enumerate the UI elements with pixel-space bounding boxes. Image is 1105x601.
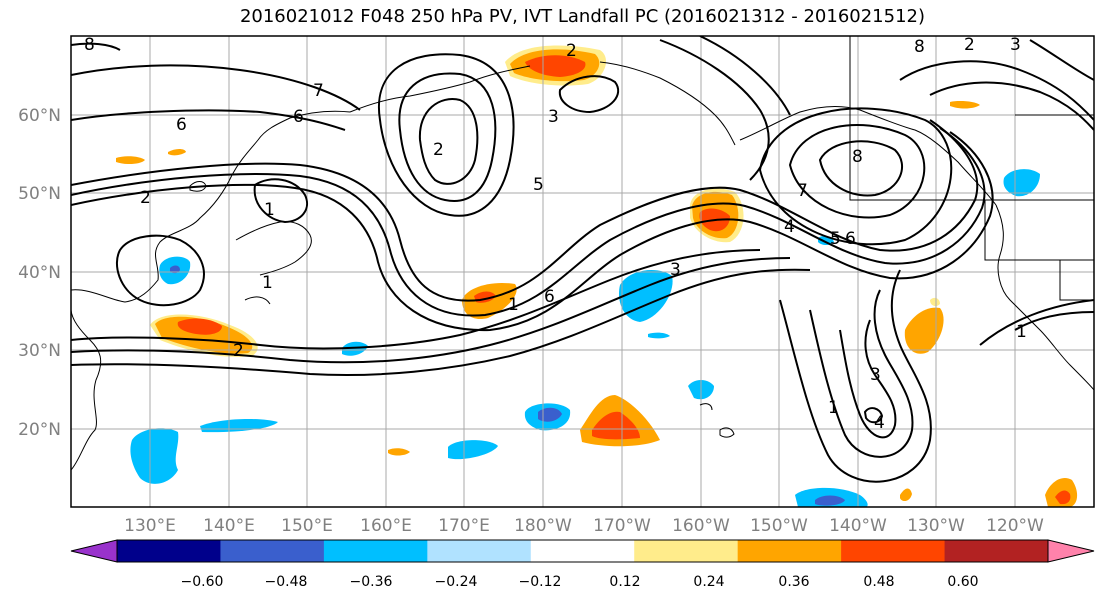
positive-anomaly-small-6 [930,297,940,307]
colorbar-tick-label: −0.12 [519,574,562,590]
colorbar-tick-label: 0.12 [609,574,640,590]
colorbar-swatch [841,540,946,562]
contour-label: 6 [293,107,304,127]
negative-anomaly-west-pacific [200,418,278,433]
colorbar-frame [116,539,1049,563]
lon-label: 130°E [124,516,176,536]
map-title: 2016021012 F048 250 hPa PV, IVT Landfall… [239,6,926,27]
contour-label: 4 [784,217,795,237]
lat-label: 40°N [18,263,61,283]
positive-anomaly-se-core [1055,490,1071,505]
contour-labels: 8 7 6 6 2 3 2 5 1 2 1 3 6 1 4 5 6 7 8 3 … [84,35,1027,433]
negative-anomaly-subtropics-core [538,407,562,422]
negative-anomaly-south-core [815,495,845,506]
contour-label: 1 [264,200,275,220]
positive-anomaly-japan [150,314,258,357]
positive-anomaly-small-3 [388,448,410,456]
positive-anomaly-west-coast [904,307,944,354]
colorbar-tick-label: −0.36 [350,574,393,590]
contour-label: 7 [313,81,324,101]
contour-label: 8 [84,35,95,55]
colorbar-tick-label: 0.24 [693,574,724,590]
lon-label: 140°E [203,516,255,536]
pv-contours [71,36,1094,483]
contour-label: 5 [830,229,841,249]
colorbar-swatch [427,540,532,562]
colorbar-swatch [634,540,739,562]
contour-label: 5 [533,175,544,195]
contour-label: 2 [233,341,244,361]
negative-anomaly-japan-sea-core [170,265,180,274]
lon-label: 150°E [281,516,333,536]
contour-label: 7 [797,181,808,201]
lon-label: 130°W [907,516,965,536]
colorbar-swatch [530,540,635,562]
contour-label: 2 [433,140,444,160]
lon-label: 170°E [438,516,490,536]
lon-label: 120°W [986,516,1044,536]
negative-anomaly-180w [618,269,673,322]
lon-label: 140°W [829,516,887,536]
lon-label: 170°W [593,516,651,536]
contour-label: 4 [874,413,885,433]
contour-label: 1 [262,273,273,293]
colorbar-extend-high [1047,539,1095,563]
lon-label: 160°W [672,516,730,536]
contour-label: 8 [914,37,925,57]
positive-anomaly-small-5 [950,101,980,109]
colorbar-swatch [117,540,221,562]
colorbar-tick-label: −0.24 [435,574,478,590]
colorbar-tick-label: 0.48 [863,574,894,590]
lat-label: 60°N [18,106,61,126]
colorbar-tick-label: 0.36 [778,574,809,590]
coastlines [71,36,1094,471]
map-frame [70,35,1095,508]
lat-label: 50°N [18,184,61,204]
contour-label: 1 [1016,322,1027,342]
lat-label: 30°N [18,341,61,361]
colorbar-swatch [944,540,1049,562]
negative-anomaly-canada [1003,169,1040,197]
positive-anomaly-subtropics [580,395,660,447]
contour-label: 6 [544,287,555,307]
colorbar-swatch [220,540,325,562]
positive-anomaly-small-1 [116,156,145,165]
lon-label: 160°E [360,516,412,536]
colorbar-swatch [737,540,842,562]
colorbar-swatch [323,540,428,562]
contour-label: 2 [140,188,151,208]
negative-anomaly-small-d [648,332,670,339]
positive-anomaly-160w [690,188,744,243]
negative-anomaly-small-b [448,440,498,460]
lon-label: 150°W [750,516,808,536]
positive-anomaly-small-4 [900,488,912,502]
contour-label: 8 [852,147,863,167]
latitude-axis: 60°N 50°N 40°N 30°N 20°N [18,106,61,440]
negative-anomaly-south-china-sea [130,428,179,484]
colorbar: −0.60 −0.48 −0.36 −0.24 −0.12 0.12 0.24 … [70,539,1095,590]
colorbar-extend-low [70,539,118,563]
contour-label: 3 [870,365,881,385]
lat-label: 20°N [18,420,61,440]
colorbar-tick-label: −0.60 [181,574,224,590]
contour-label: 2 [964,35,975,55]
positive-anomaly-small-2 [168,149,186,156]
contour-label: 6 [176,115,187,135]
contour-label: 3 [1010,35,1021,55]
longitude-axis: 130°E 140°E 150°E 160°E 170°E 180°W 170°… [124,516,1044,536]
contour-label: 6 [845,229,856,249]
contour-label: 3 [548,107,559,127]
colorbar-tick-label: 0.60 [947,574,978,590]
lon-label: 180°W [514,516,572,536]
pc-shading [116,45,1078,507]
contour-label: 1 [828,398,839,418]
colorbar-tick-label: −0.48 [265,574,308,590]
colorbar-labels: −0.60 −0.48 −0.36 −0.24 −0.12 0.12 0.24 … [181,574,979,590]
contour-label: 2 [566,41,577,61]
positive-anomaly-kamchatka [505,45,607,86]
contour-label: 3 [670,260,681,280]
contour-label: 1 [508,295,519,315]
